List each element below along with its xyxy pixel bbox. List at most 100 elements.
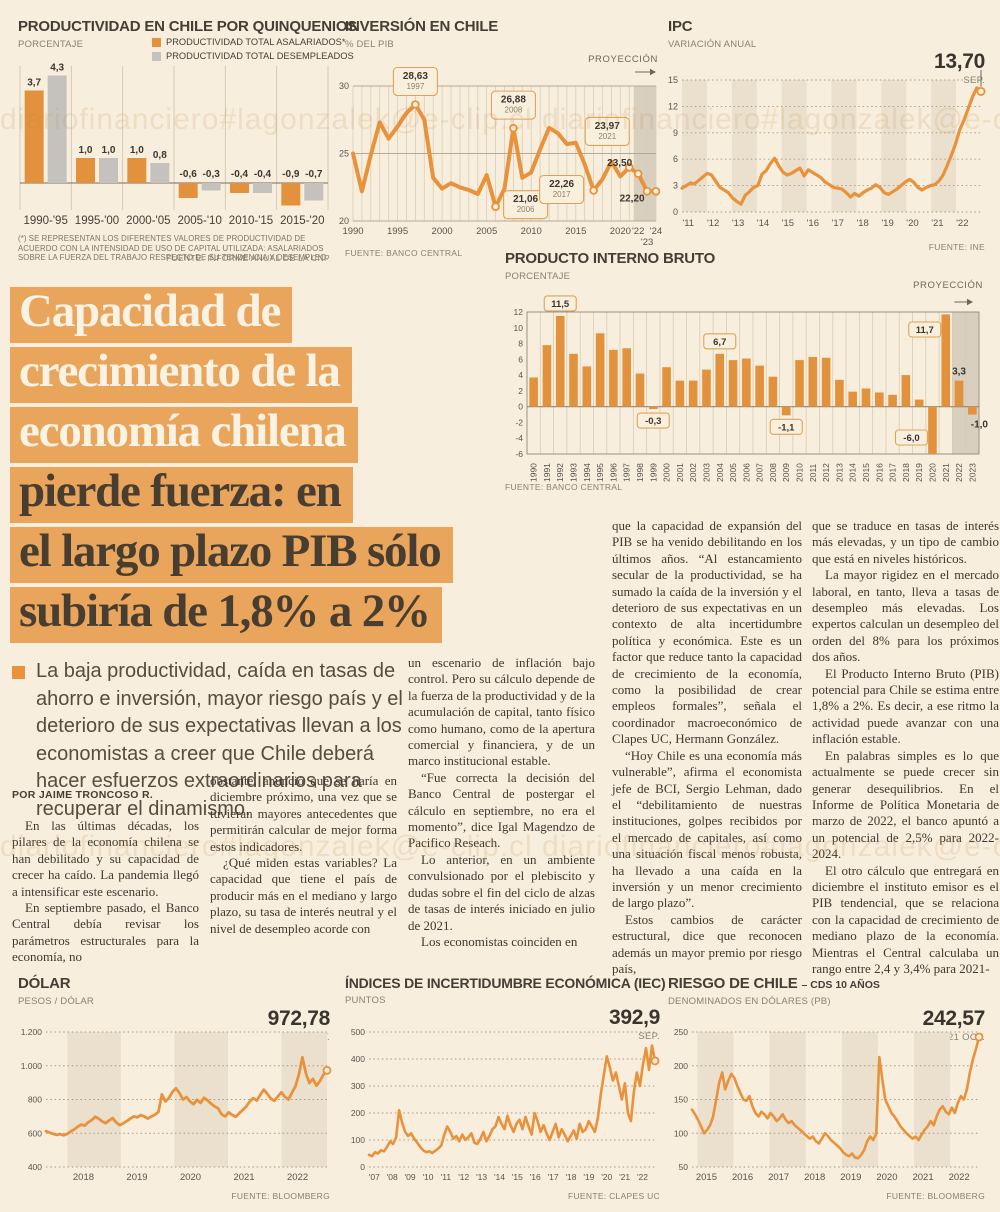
svg-text:400: 400 <box>28 1162 42 1172</box>
svg-text:'21: '21 <box>619 1172 630 1182</box>
legend-label: PRODUCTIVIDAD TOTAL DESEMPLEADOS <box>166 51 354 61</box>
svg-text:2016: 2016 <box>732 1172 753 1183</box>
legend-swatch-gray <box>152 51 161 61</box>
svg-text:'13: '13 <box>732 218 744 229</box>
productividad-plot: 3,7 4,3 1990-'95 1,0 1,0 1995-'00 1,0 0,8 2000-'… <box>19 63 329 227</box>
svg-text:'14: '14 <box>757 218 769 229</box>
svg-text:6: 6 <box>673 154 678 164</box>
latest-value-date: SEP. <box>638 1031 660 1042</box>
svg-text:'11: '11 <box>682 218 694 229</box>
article-column-5: que se traduce en tasas de interés más e… <box>812 518 999 977</box>
svg-text:'22: '22 <box>632 226 644 237</box>
chart-footnote: (*) SE REPRESENTAN LOS DIFERENTES VALORE… <box>18 234 329 263</box>
article-paragraph: En septiembre pasado, el Banco Central d… <box>12 900 199 965</box>
latest-value-number: 392,9 <box>608 1006 660 1029</box>
svg-text:10: 10 <box>514 323 524 333</box>
svg-text:2023: 2023 <box>967 463 977 482</box>
chart-source: FUENTE: INE <box>928 242 985 252</box>
svg-text:'16: '16 <box>530 1172 541 1182</box>
headline-line: crecimiento de la <box>10 346 352 403</box>
svg-text:1.200: 1.200 <box>21 1027 43 1037</box>
svg-text:2015-'20: 2015-'20 <box>280 215 324 227</box>
svg-text:'12: '12 <box>707 218 719 229</box>
svg-text:'07: '07 <box>369 1172 380 1182</box>
article-column-1: En las últimas décadas, los pilares de l… <box>12 818 199 966</box>
ipc-plot: 0 3 6 9 12 15 '11 '12 '13 '14 '15 '16 '17 '18 '19 '20 '2… <box>668 70 986 229</box>
svg-text:'09: '09 <box>405 1172 416 1182</box>
svg-text:'13: '13 <box>476 1172 487 1182</box>
article-paragraph: ¿Qué miden estas variables? La capacidad… <box>210 855 397 936</box>
svg-text:1991: 1991 <box>542 463 552 482</box>
svg-text:2000-'05: 2000-'05 <box>126 215 170 227</box>
chart-source: FUENTE: INFORME ANUAL DE LA CNP <box>166 253 330 263</box>
svg-text:100: 100 <box>351 1135 365 1145</box>
chart-dolar: DÓLAR PESOS / DÓLAR 972,78 21 OCT. 1.200… <box>18 975 332 1212</box>
chart-subtitle: VARIACIÓN ANUAL <box>668 39 757 50</box>
svg-text:2005-'10: 2005-'10 <box>177 215 221 227</box>
svg-text:-0,3: -0,3 <box>645 416 661 427</box>
svg-text:3,3: 3,3 <box>952 367 966 378</box>
svg-text:1992: 1992 <box>555 463 565 482</box>
article-paragraph: La mayor rigidez en el mercado laboral, … <box>812 567 999 665</box>
svg-text:2: 2 <box>518 386 523 396</box>
headline-line: pierde fuerza: en <box>10 466 353 523</box>
svg-text:20: 20 <box>339 216 349 226</box>
iec-plot: 500 400 300 200 100 0 '07 '08 '09 '10 '11 '12 '13 '14… <box>351 1027 660 1182</box>
article-paragraph: En las últimas décadas, los pilares de l… <box>12 818 199 899</box>
svg-text:2019: 2019 <box>914 463 924 482</box>
svg-text:0,8: 0,8 <box>153 150 167 161</box>
svg-text:150: 150 <box>674 1095 688 1105</box>
latest-value: 13,70 SEP. <box>934 50 985 86</box>
svg-text:'15: '15 <box>512 1172 523 1182</box>
svg-text:2022: 2022 <box>287 1172 308 1183</box>
svg-text:2010: 2010 <box>521 226 542 237</box>
svg-text:2015: 2015 <box>565 226 586 237</box>
svg-text:'21: '21 <box>931 218 943 229</box>
svg-text:2021: 2021 <box>233 1172 254 1183</box>
article-column-2: obstante, anunció que se haría en diciem… <box>210 773 397 937</box>
chart-iec: ÍNDICES DE INCERTIDUMBRE ECONÓMICA (IEC)… <box>345 975 666 1212</box>
article-paragraph: El Producto Interno Bruto (PIB) potencia… <box>812 665 999 747</box>
latest-value-date: SEP. <box>963 75 985 86</box>
chart-source: FUENTE: CLAPES UC <box>567 1191 660 1201</box>
latest-value-number: 13,70 <box>933 50 985 73</box>
chart-productividad: PRODUCTIVIDAD EN CHILE POR QUINQUENIOS P… <box>18 18 357 268</box>
chart-title: ÍNDICES DE INCERTIDUMBRE ECONÓMICA (IEC) <box>345 975 666 991</box>
svg-text:1995: 1995 <box>595 463 605 482</box>
svg-text:2020: 2020 <box>180 1172 201 1183</box>
svg-text:2009: 2009 <box>781 463 791 482</box>
svg-text:11,7: 11,7 <box>916 325 934 336</box>
chart-source: FUENTE: BANCO CENTRAL <box>505 482 623 492</box>
svg-text:50: 50 <box>679 1162 689 1172</box>
latest-value-date: 21 OCT. <box>948 1032 985 1043</box>
svg-text:23,50: 23,50 <box>607 158 632 169</box>
svg-text:2021: 2021 <box>941 463 951 482</box>
svg-text:0: 0 <box>360 1162 365 1172</box>
article-column-3: un escenario de inflación bajo control. … <box>408 655 595 950</box>
svg-text:2005: 2005 <box>476 226 497 237</box>
riesgo-plot: 250 200 150 100 50 2015 2016 2017 2018 2019 2020 20… <box>674 1027 984 1183</box>
svg-text:2022: 2022 <box>949 1172 970 1183</box>
svg-text:2013: 2013 <box>834 463 844 482</box>
svg-text:'15: '15 <box>782 218 794 229</box>
svg-text:-0,9: -0,9 <box>282 169 300 180</box>
latest-value-number: 972,78 <box>267 1007 331 1030</box>
chart-title: PRODUCTO INTERNO BRUTO <box>505 250 716 267</box>
svg-text:-4: -4 <box>515 433 523 443</box>
svg-text:-0,4: -0,4 <box>254 169 272 180</box>
headline-line: economía chilena <box>10 406 358 463</box>
svg-text:11,5: 11,5 <box>551 299 570 310</box>
svg-text:4,3: 4,3 <box>50 63 64 74</box>
svg-text:1998: 1998 <box>635 463 645 482</box>
chart-legend: PRODUCTIVIDAD TOTAL ASALARIADOS* PRODUCT… <box>152 37 354 65</box>
svg-text:'12: '12 <box>458 1172 469 1182</box>
latest-value: 242,57 21 OCT. <box>923 1007 986 1043</box>
svg-text:-1,0: -1,0 <box>971 420 989 431</box>
article-paragraph: En palabras simples es lo que actualment… <box>812 747 999 862</box>
svg-text:6: 6 <box>518 354 523 364</box>
svg-text:-0,3: -0,3 <box>203 169 221 180</box>
svg-text:2022: 2022 <box>954 463 964 482</box>
svg-text:2004: 2004 <box>715 463 725 482</box>
svg-text:22,26: 22,26 <box>549 179 574 190</box>
